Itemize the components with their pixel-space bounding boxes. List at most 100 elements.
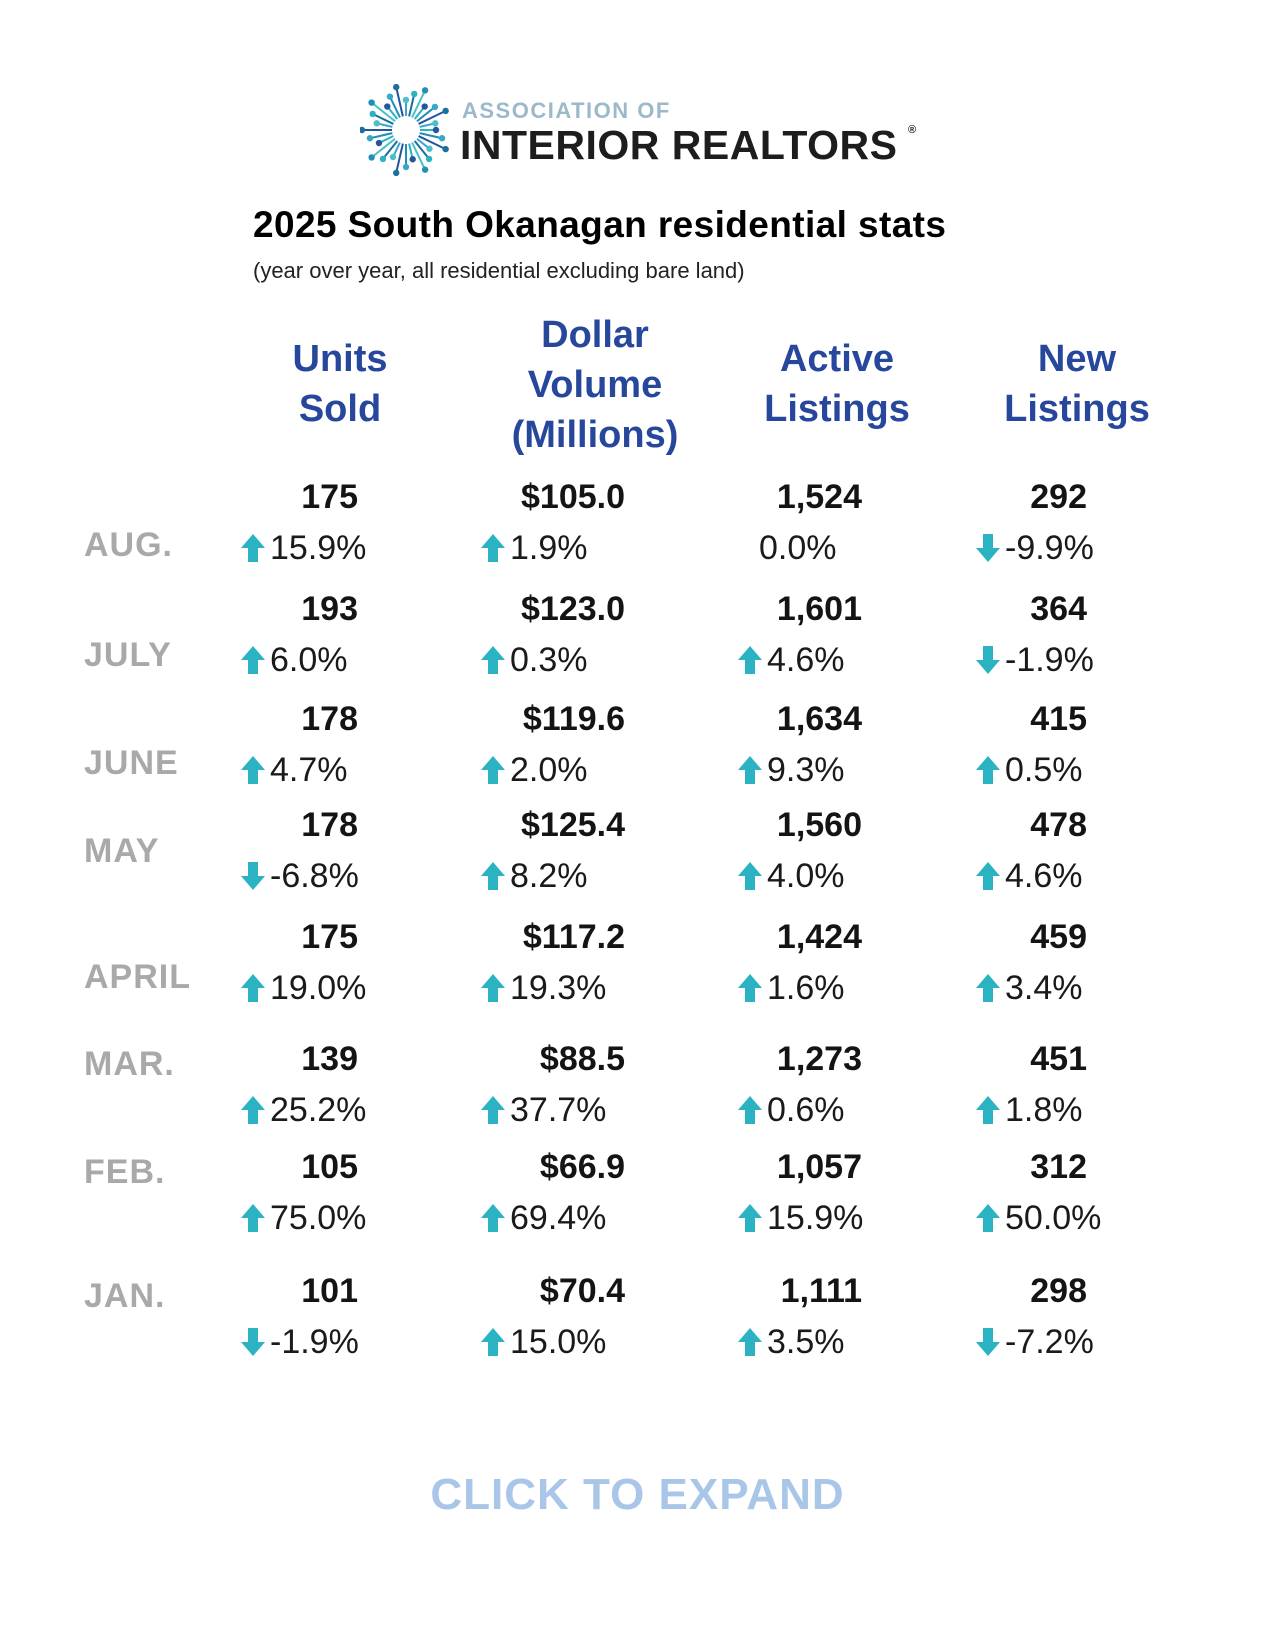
column-header-dollar-volume: Dollar Volume (Millions) (511, 314, 679, 456)
arrow-up-icon (240, 1095, 266, 1125)
change-percent: -6.8% (270, 856, 359, 895)
change-percent: -1.9% (1005, 640, 1094, 679)
stat-value: 364 (1030, 590, 1087, 628)
arrow-up-icon (480, 645, 506, 675)
stat-value: 1,424 (776, 918, 862, 956)
month-label: APRIL (84, 958, 191, 996)
stat-change: -1.9% (975, 640, 1094, 680)
stat-value: 1,057 (776, 1148, 862, 1186)
month-label: MAR. (84, 1045, 175, 1083)
stat-change: 4.7% (240, 750, 348, 790)
stat-change: 50.0% (975, 1198, 1101, 1238)
arrow-up-icon (975, 1203, 1001, 1233)
change-percent: -1.9% (270, 1322, 359, 1361)
month-label: FEB. (84, 1153, 166, 1191)
stat-change: -1.9% (240, 1322, 359, 1362)
stat-change: 4.6% (737, 640, 845, 680)
stat-value: 1,273 (776, 1040, 862, 1078)
change-percent: 9.3% (767, 750, 845, 789)
month-label: JULY (84, 636, 172, 674)
change-percent: 37.7% (510, 1090, 607, 1129)
change-percent: 4.7% (270, 750, 348, 789)
column-header-active-listings: Active Listings (764, 338, 910, 430)
arrow-up-icon (480, 1095, 506, 1125)
page-title: 2025 South Okanagan residential stats (253, 204, 947, 245)
arrow-up-icon (737, 1203, 763, 1233)
arrow-up-icon (240, 973, 266, 1003)
registered-mark: ® (908, 124, 917, 136)
arrow-down-icon (240, 1327, 266, 1357)
arrow-down-icon (975, 645, 1001, 675)
arrow-up-icon (480, 861, 506, 891)
click-to-expand-link[interactable]: CLICK TO EXPAND (430, 1470, 845, 1519)
stat-value: 1,111 (780, 1272, 862, 1310)
stat-change: -6.8% (240, 856, 359, 896)
stat-change: 2.0% (480, 750, 588, 790)
logo-main-text: INTERIOR REALTORS (460, 122, 898, 168)
arrow-up-icon (240, 1203, 266, 1233)
stat-change: 1.9% (480, 528, 588, 568)
stat-value: 1,634 (776, 700, 862, 738)
stat-value: 1,524 (776, 478, 862, 516)
change-percent: 0.0% (759, 528, 837, 567)
arrow-down-icon (975, 533, 1001, 563)
stat-value: $66.9 (539, 1148, 625, 1186)
arrow-up-icon (975, 755, 1001, 785)
arrow-up-icon (737, 645, 763, 675)
stat-change: 69.4% (480, 1198, 606, 1238)
arrow-up-icon (737, 1095, 763, 1125)
arrow-up-icon (240, 645, 266, 675)
stat-change: 15.9% (737, 1198, 863, 1238)
column-header-new-listings: New Listings (1004, 338, 1150, 430)
stat-change: 3.4% (975, 968, 1083, 1008)
stat-value: 105 (301, 1148, 358, 1186)
month-label: MAY (84, 832, 160, 870)
stat-change: 9.3% (737, 750, 845, 790)
arrow-up-icon (737, 973, 763, 1003)
arrow-up-icon (975, 973, 1001, 1003)
stat-change: 0.6% (737, 1090, 845, 1130)
change-percent: 69.4% (510, 1198, 607, 1237)
stat-value: 178 (301, 806, 358, 844)
stat-value: $125.4 (521, 806, 625, 844)
month-label: JAN. (84, 1277, 166, 1315)
stat-change: 0.0% (759, 528, 837, 568)
arrow-up-icon (480, 973, 506, 1003)
stat-value: 175 (301, 478, 358, 516)
arrow-up-icon (480, 533, 506, 563)
change-percent: 1.6% (767, 968, 845, 1007)
stat-change: 0.3% (480, 640, 588, 680)
arrow-down-icon (975, 1327, 1001, 1357)
arrow-up-icon (975, 1095, 1001, 1125)
arrow-up-icon (737, 861, 763, 891)
stat-change: 75.0% (240, 1198, 366, 1238)
stat-change: 15.0% (480, 1322, 606, 1362)
stat-value: $119.6 (522, 700, 625, 738)
stat-value: 178 (301, 700, 358, 738)
change-percent: 15.9% (767, 1198, 864, 1237)
stat-change: 37.7% (480, 1090, 606, 1130)
change-percent: 4.0% (767, 856, 845, 895)
change-percent: 50.0% (1005, 1198, 1102, 1237)
change-percent: 15.0% (510, 1322, 607, 1361)
arrow-down-icon (240, 861, 266, 891)
logo-top-text: ASSOCIATION OF (462, 98, 671, 123)
column-header-units-sold: Units Sold (292, 338, 388, 430)
change-percent: 75.0% (270, 1198, 367, 1237)
stat-value: $70.4 (539, 1272, 625, 1310)
stat-value: 1,601 (776, 590, 862, 628)
stat-change: 25.2% (240, 1090, 366, 1130)
stat-value: 175 (301, 918, 358, 956)
stat-value: 292 (1030, 478, 1087, 516)
stat-change: 4.6% (975, 856, 1083, 896)
month-label: JUNE (84, 744, 179, 782)
arrow-up-icon (240, 533, 266, 563)
arrow-up-icon (480, 1327, 506, 1357)
stat-value: 478 (1030, 806, 1087, 844)
change-percent: 0.5% (1005, 750, 1083, 789)
change-percent: -7.2% (1005, 1322, 1094, 1361)
stat-change: 15.9% (240, 528, 366, 568)
stat-change: 19.3% (480, 968, 606, 1008)
change-percent: 19.0% (270, 968, 367, 1007)
change-percent: 8.2% (510, 856, 588, 895)
